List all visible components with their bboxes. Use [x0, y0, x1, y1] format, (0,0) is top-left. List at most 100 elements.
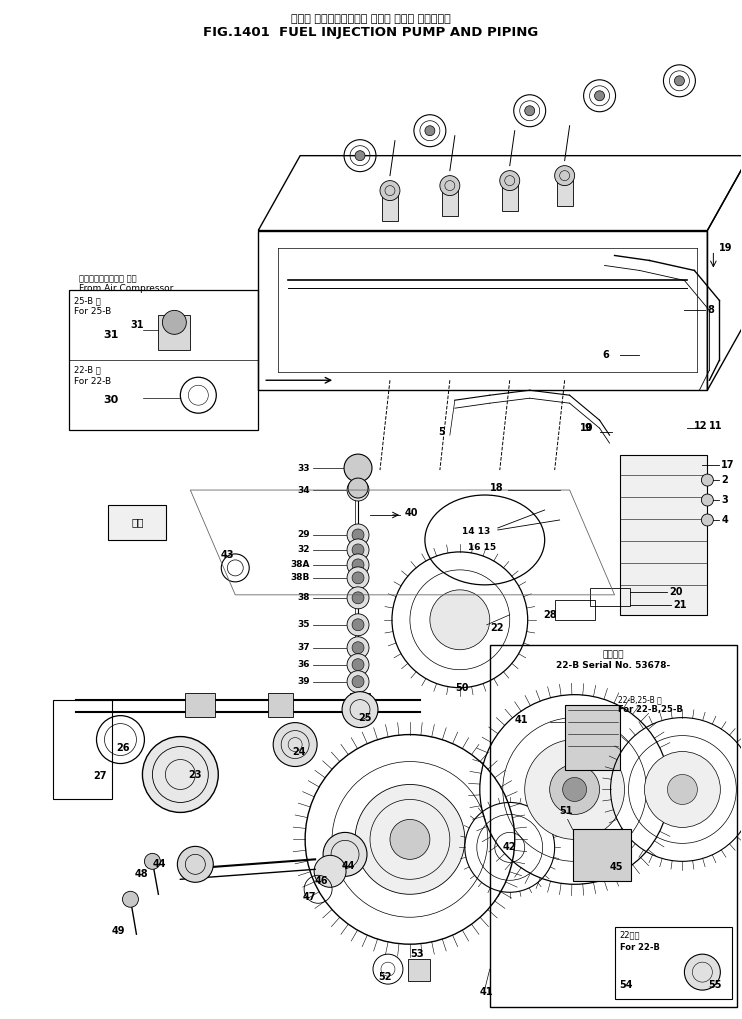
Circle shape — [550, 764, 600, 814]
Text: 6: 6 — [603, 351, 609, 361]
Text: 4: 4 — [721, 515, 728, 525]
Circle shape — [352, 676, 364, 688]
Text: 9: 9 — [585, 423, 591, 433]
Text: 49: 49 — [112, 926, 125, 936]
Text: 28: 28 — [543, 609, 556, 620]
Circle shape — [347, 654, 369, 676]
Bar — [555, 600, 594, 620]
Bar — [490, 645, 738, 1007]
Text: For 25-B: For 25-B — [73, 307, 111, 316]
Text: 44: 44 — [342, 861, 355, 871]
Text: 44: 44 — [153, 859, 166, 869]
Text: 11: 11 — [709, 421, 723, 431]
Text: From Air Compressor: From Air Compressor — [79, 284, 173, 292]
Bar — [186, 693, 215, 716]
Text: 38: 38 — [298, 593, 310, 602]
Circle shape — [352, 558, 364, 571]
Text: 8: 8 — [707, 306, 715, 315]
Bar — [556, 175, 573, 206]
Text: 17: 17 — [721, 461, 735, 470]
Circle shape — [352, 592, 364, 604]
Circle shape — [142, 737, 218, 812]
Circle shape — [352, 529, 364, 541]
Text: 36: 36 — [298, 660, 310, 669]
Text: 43: 43 — [220, 550, 234, 559]
Circle shape — [347, 539, 369, 560]
Text: FIG.1401  FUEL INJECTION PUMP AND PIPING: FIG.1401 FUEL INJECTION PUMP AND PIPING — [203, 26, 539, 40]
Text: 41: 41 — [480, 987, 493, 998]
Circle shape — [555, 166, 574, 185]
Bar — [590, 588, 629, 606]
Text: 37: 37 — [298, 643, 310, 652]
Text: 2: 2 — [721, 475, 728, 485]
Circle shape — [122, 892, 139, 907]
Circle shape — [323, 833, 367, 876]
Bar — [382, 191, 398, 220]
Circle shape — [177, 847, 213, 882]
Circle shape — [347, 613, 369, 636]
Circle shape — [430, 590, 490, 650]
Text: 3: 3 — [721, 495, 728, 505]
Text: 18: 18 — [490, 483, 504, 493]
Text: 12: 12 — [695, 421, 708, 431]
Bar — [502, 180, 518, 211]
Text: 25-B 用: 25-B 用 — [73, 296, 100, 305]
Text: 39: 39 — [298, 678, 310, 686]
Circle shape — [145, 853, 160, 869]
Text: エアーコンプレッサ より: エアーコンプレッサ より — [79, 274, 137, 283]
Bar — [68, 290, 258, 430]
Bar — [614, 927, 732, 999]
Circle shape — [352, 658, 364, 671]
Circle shape — [701, 514, 713, 526]
Text: 23: 23 — [188, 769, 202, 780]
Text: 21: 21 — [674, 600, 687, 609]
Text: 5: 5 — [438, 427, 445, 437]
Circle shape — [425, 125, 435, 136]
Circle shape — [525, 106, 535, 116]
Text: 48: 48 — [135, 869, 148, 879]
Text: 47: 47 — [302, 893, 315, 902]
Circle shape — [347, 524, 369, 546]
Text: 38B: 38B — [291, 574, 310, 583]
Text: 31: 31 — [103, 330, 119, 340]
Circle shape — [352, 544, 364, 556]
Circle shape — [594, 91, 605, 101]
Circle shape — [352, 572, 364, 584]
Text: 27: 27 — [93, 770, 107, 781]
Text: 29: 29 — [298, 531, 310, 539]
Circle shape — [314, 855, 346, 888]
Text: 38A: 38A — [291, 560, 310, 570]
Text: 54: 54 — [620, 980, 633, 990]
Text: 26: 26 — [116, 743, 130, 753]
Text: 46: 46 — [315, 876, 329, 887]
Text: 24: 24 — [292, 747, 306, 756]
Text: 10: 10 — [580, 423, 593, 433]
Bar — [350, 693, 370, 716]
Text: フェル インジェクション ポンプ および パイピング: フェル インジェクション ポンプ および パイピング — [291, 14, 451, 23]
Circle shape — [562, 777, 587, 802]
Text: 31: 31 — [130, 320, 143, 330]
Circle shape — [352, 642, 364, 654]
Circle shape — [380, 180, 400, 201]
Text: 25: 25 — [358, 712, 372, 722]
Circle shape — [668, 774, 697, 804]
Text: 50: 50 — [455, 683, 468, 693]
Circle shape — [347, 637, 369, 658]
Bar — [573, 829, 631, 881]
Text: 52: 52 — [378, 972, 392, 982]
Circle shape — [162, 311, 186, 334]
Circle shape — [674, 75, 684, 86]
Circle shape — [645, 752, 720, 827]
Text: 22-B Serial No. 53678-: 22-B Serial No. 53678- — [556, 661, 671, 671]
Text: 22-B,25-B 用: 22-B,25-B 用 — [617, 695, 661, 704]
Bar — [53, 700, 113, 800]
Text: 53: 53 — [410, 949, 424, 959]
Text: For 22-B: For 22-B — [620, 943, 660, 952]
Circle shape — [342, 692, 378, 728]
Circle shape — [347, 587, 369, 608]
Text: 30: 30 — [103, 395, 119, 406]
Circle shape — [347, 567, 369, 589]
Bar — [565, 704, 620, 769]
Circle shape — [500, 170, 519, 191]
Bar — [108, 505, 166, 540]
